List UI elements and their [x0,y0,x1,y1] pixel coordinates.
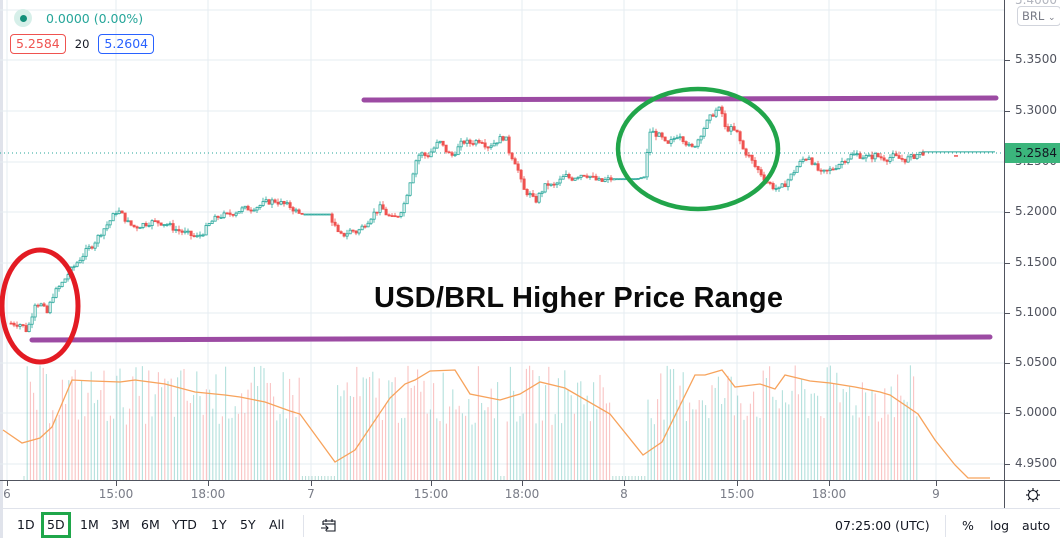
price-tick-top: 5.4000 [1015,0,1057,7]
time-tick-mark [936,481,937,486]
market-status-icon[interactable] [14,9,32,27]
price-tick-label: 5.1500 [1015,255,1057,269]
price-tick-mark [1005,464,1010,465]
lower-range-line [29,334,993,343]
time-tick-mark [7,481,8,486]
currency-selector[interactable]: BRL ⌄ [1017,6,1060,26]
time-tick-mark [208,481,209,486]
time-tick-label: 18:00 [504,487,540,501]
time-tick-mark [737,481,738,486]
candles [9,105,995,333]
price-tick-label: 5.3500 [1015,52,1057,66]
range-all-button[interactable]: All [269,517,285,532]
left-border [0,0,3,538]
current-price-tag: 5.2584 [1005,143,1060,163]
timezone-clock[interactable]: 07:25:00 (UTC) [835,518,930,533]
time-tick-label: 7 [307,487,315,501]
toolbar-separator [303,515,304,537]
time-tick-label: 15:00 [98,487,134,501]
time-tick-label: 15:00 [413,487,449,501]
grid-lines [0,0,1004,480]
upper-range-line [361,95,999,103]
range-3m-button[interactable]: 3M [111,517,130,532]
percent-scale-toggle[interactable]: % [962,518,974,533]
price-tick-label: 5.0500 [1015,355,1057,369]
time-tick-mark [311,481,312,486]
legend: 0.0000 (0.00%) 5.2584 20 5.2604 [10,8,155,54]
price-chart[interactable] [0,0,1004,480]
chevron-down-icon: ⌄ [1047,13,1056,23]
range-ytd-button[interactable]: YTD [172,517,197,532]
time-tick-label: 6 [3,487,11,501]
time-tick-mark [829,481,830,486]
price-tick-mark [1005,212,1010,213]
auto-scale-toggle[interactable]: auto [1022,518,1051,533]
price-change: 0.0000 (0.00%) [46,10,144,26]
calendar-arrow-icon [321,519,336,532]
time-tick-label: 18:00 [811,487,847,501]
annotation-title: USD/BRL Higher Price Range [374,282,784,314]
price-tick-mark [1005,111,1010,112]
currency-label: BRL [1022,9,1045,23]
price-tick-label: 5.3000 [1015,103,1057,117]
price-tick-mark [1005,413,1010,414]
goto-date-button[interactable] [320,517,337,537]
price-tick-label: 5.0000 [1015,405,1057,419]
time-tick-label: 9 [932,487,940,501]
price-axis[interactable]: 5.4000 BRL ⌄ 5.35005.30005.25005.20005.1… [1004,0,1060,480]
bid-price[interactable]: 5.2584 [10,34,66,54]
range-1d-button[interactable]: 1D [17,517,35,532]
ask-price[interactable]: 5.2604 [98,34,155,54]
time-tick-mark [522,481,523,486]
range-6m-button[interactable]: 6M [141,517,160,532]
red-circle-annotation [0,247,81,365]
price-tick-label: 5.1000 [1015,305,1057,319]
price-tick-label: 5.2000 [1015,204,1057,218]
time-tick-label: 15:00 [719,487,755,501]
toolbar-separator [945,515,946,537]
log-scale-toggle[interactable]: log [990,518,1010,533]
range-5y-button[interactable]: 5Y [240,517,256,532]
time-tick-label: 8 [620,487,628,501]
time-tick-label: 18:00 [190,487,226,501]
price-tick-mark [1005,313,1010,314]
price-tick-mark [1005,363,1010,364]
range-1y-button[interactable]: 1Y [211,517,227,532]
time-tick-mark [624,481,625,486]
time-tick-mark [431,481,432,486]
volume-ma-line [2,369,990,479]
time-axis[interactable]: 6 15:00 18:00 7 15:00 18:00 8 15:00 18:00 9 [0,480,1004,509]
time-tick-mark [116,481,117,486]
gear-icon [1026,488,1040,502]
chart-settings-button[interactable] [1004,480,1060,509]
green-circle-annotation [615,86,781,212]
price-tick-label: 4.9500 [1015,456,1057,470]
bottom-toolbar: 1D 5D 1M 3M 6M YTD 1Y 5Y All 07:25:00 (U… [0,509,1060,538]
spread-value: 20 [74,37,90,51]
range-5d-button[interactable]: 5D [41,512,71,538]
volume-bars [23,365,918,480]
range-1m-button[interactable]: 1M [80,517,99,532]
price-tick-mark [1005,60,1010,61]
price-tick-mark [1005,263,1010,264]
chart-pane[interactable]: USD/BRL Higher Price Range 0.0000 (0.00%… [0,0,1004,480]
toolbar-divider [0,508,1060,509]
